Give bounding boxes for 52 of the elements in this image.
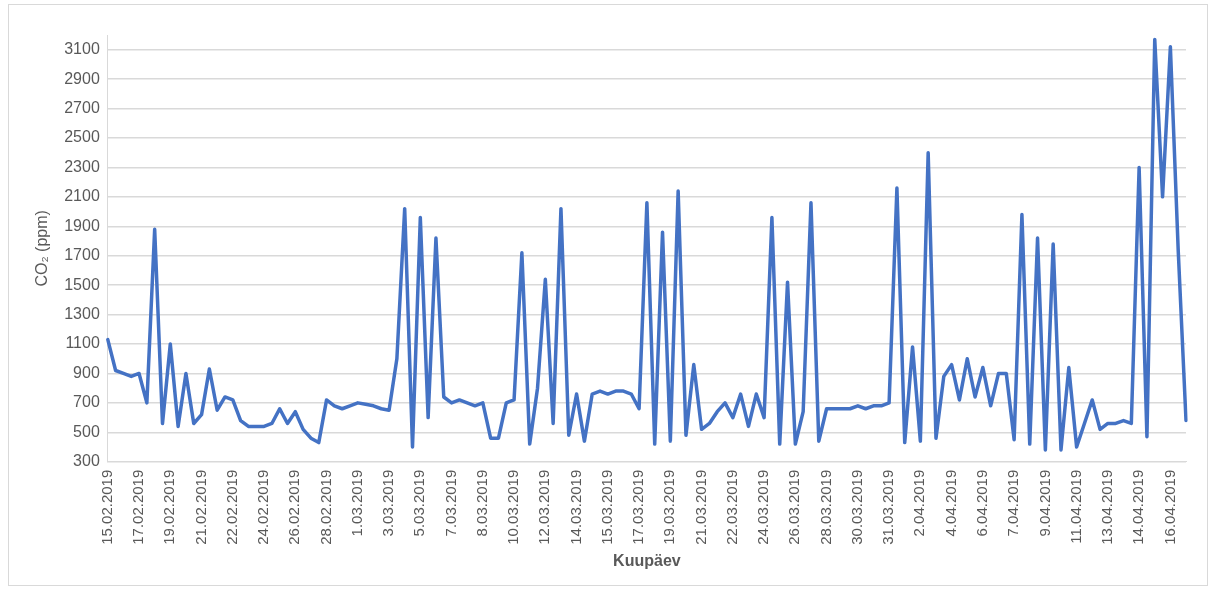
x-tick-label: 15.02.2019 [97,469,115,545]
x-tick-label: 28.03.2019 [816,469,834,545]
y-tick-label: 1100 [65,334,100,352]
y-tick-label: 2700 [64,98,100,116]
x-tick-label: 24.03.2019 [754,469,772,545]
x-tick-label: 19.02.2019 [160,469,178,545]
x-tick-label: 28.02.2019 [316,469,334,545]
x-tick-label: 17.02.2019 [129,469,147,545]
x-tick-label: 30.03.2019 [847,469,865,545]
x-tick-label: 2.04.2019 [910,469,928,537]
y-tick-label: 3100 [64,40,100,58]
x-tick-label: 7.04.2019 [1004,469,1022,537]
x-tick-label: 6.04.2019 [973,469,990,537]
x-tick-label: 19.03.2019 [660,469,678,545]
y-tick-label: 2900 [64,69,100,87]
x-tick-label: 31.03.2019 [879,469,897,545]
x-tick-label: 9.04.2019 [1035,469,1053,537]
y-tick-label: 2300 [64,157,100,175]
x-tick-label: 7.03.2019 [441,469,459,537]
x-tick-label: 1.03.2019 [347,469,365,537]
y-tick-label: 700 [73,393,100,411]
x-tick-label: 21.02.2019 [191,469,209,545]
x-tick-label: 15.03.2019 [597,469,615,545]
x-tick-label: 4.04.2019 [941,469,959,537]
y-tick-label: 900 [73,363,100,381]
x-tick-label: 16.04.2019 [1160,469,1178,545]
x-tick-label: 17.03.2019 [629,469,647,545]
x-tick-label: 13.04.2019 [1098,469,1116,545]
x-tick-label: 8.03.2019 [472,469,490,537]
y-tick-label: 2500 [64,128,100,146]
x-tick-label: 22.02.2019 [222,469,240,545]
x-tick-label: 12.03.2019 [535,469,553,545]
y-tick-label: 1500 [64,275,100,293]
x-tick-label: 14.03.2019 [566,469,584,545]
x-tick-label: 26.03.2019 [785,469,803,545]
y-tick-label: 1300 [64,304,100,322]
x-tick-label: 10.03.2019 [504,469,522,545]
x-axis-title: Kuupäev [613,551,681,569]
x-tick-label: 11.04.2019 [1066,469,1084,544]
y-tick-label: 300 [73,452,100,470]
x-tick-label: 14.04.2019 [1129,469,1147,545]
y-tick-label: 2100 [64,187,100,205]
x-tick-label: 24.02.2019 [254,469,272,545]
y-axis-title: CO₂ (ppm) [33,210,51,287]
x-tick-label: 3.03.2019 [379,469,397,537]
x-tick-label: 21.03.2019 [691,469,709,545]
x-tick-label: 26.02.2019 [285,469,303,545]
x-tick-label: 5.03.2019 [410,469,428,537]
x-tick-label: 22.03.2019 [722,469,740,545]
y-tick-label: 1700 [64,246,100,264]
y-tick-label: 500 [73,422,100,440]
y-tick-label: 1900 [64,216,100,234]
